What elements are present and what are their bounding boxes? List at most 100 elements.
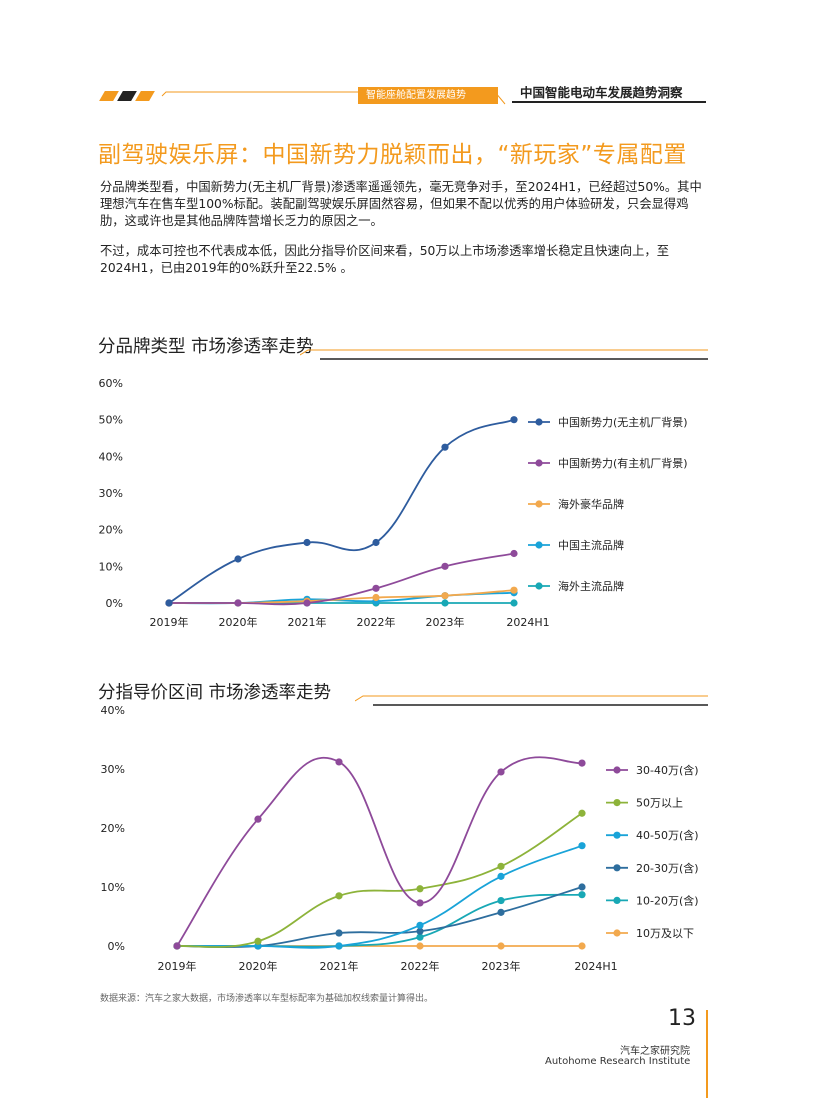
chart-title: 分指导价区间 市场渗透率走势 bbox=[98, 683, 332, 703]
data-point bbox=[578, 883, 586, 891]
legend-label: 海外主流品牌 bbox=[558, 579, 624, 593]
y-tick-label: 20% bbox=[101, 822, 125, 835]
data-point bbox=[372, 593, 380, 602]
data-point bbox=[416, 899, 424, 907]
body-paragraph: 分品牌类型看，中国新势力(无主机厂背景)渗透率遥遥领先，毫无竞争对手，至2024… bbox=[100, 180, 702, 228]
header-section-label: 智能座舱配置发展趋势 bbox=[358, 87, 498, 104]
header-stripe bbox=[99, 91, 119, 101]
data-point bbox=[578, 809, 586, 817]
x-tick-label: 2022年 bbox=[357, 615, 396, 629]
legend-label: 10万及以下 bbox=[636, 927, 694, 940]
body-paragraph: 不过，成本可控也不代表成本低，因此分指导价区间来看，50万以上市场渗透率增长稳定… bbox=[100, 244, 670, 275]
legend-label: 40-50万(含) bbox=[636, 828, 699, 842]
data-point bbox=[578, 759, 586, 767]
series-line bbox=[176, 756, 583, 947]
data-point bbox=[335, 942, 343, 950]
data-source-note: 数据来源：汽车之家大数据，市场渗透率以车型标配率为基础加权线索量计算得出。 bbox=[100, 994, 434, 1004]
legend-label: 50万以上 bbox=[636, 797, 683, 810]
y-tick-label: 40% bbox=[99, 450, 123, 463]
legend-marker bbox=[613, 799, 621, 807]
chart-title: 分品牌类型 市场渗透率走势 bbox=[98, 337, 314, 357]
data-point bbox=[578, 891, 586, 899]
x-tick-label: 2021年 bbox=[288, 615, 327, 629]
header-stripe bbox=[135, 91, 155, 101]
legend-marker bbox=[613, 831, 621, 839]
page-title: 副驾驶娱乐屏：中国新势力脱颖而出，“新玩家”专属配置 bbox=[98, 142, 687, 168]
legend-marker bbox=[535, 541, 543, 549]
series-line bbox=[169, 552, 515, 606]
data-point bbox=[510, 599, 518, 607]
legend-marker bbox=[613, 929, 621, 937]
institute-name-cn: 汽车之家研究院 bbox=[620, 1046, 690, 1057]
data-point bbox=[335, 892, 343, 900]
x-tick-label: 2023年 bbox=[482, 959, 521, 973]
legend-marker bbox=[613, 864, 621, 872]
series-line bbox=[168, 418, 515, 604]
data-point bbox=[510, 549, 518, 558]
legend-marker bbox=[535, 582, 543, 590]
x-tick-label: 2024H1 bbox=[574, 960, 617, 973]
x-tick-label: 2022年 bbox=[401, 959, 440, 973]
y-tick-label: 10% bbox=[101, 881, 125, 894]
chart-title-underline bbox=[355, 695, 708, 706]
y-tick-label: 50% bbox=[99, 414, 123, 427]
y-tick-label: 40% bbox=[101, 704, 125, 717]
data-point bbox=[416, 933, 424, 941]
data-point bbox=[510, 416, 518, 424]
data-point bbox=[372, 538, 380, 547]
x-tick-label: 2023年 bbox=[426, 615, 465, 629]
y-tick-label: 30% bbox=[99, 487, 123, 500]
data-point bbox=[416, 942, 424, 950]
data-point bbox=[335, 929, 343, 937]
legend-marker bbox=[535, 459, 543, 467]
header-underline bbox=[512, 101, 706, 103]
data-point bbox=[497, 768, 505, 776]
series-line bbox=[176, 812, 583, 948]
header-stripe bbox=[117, 91, 137, 101]
y-tick-label: 0% bbox=[106, 597, 123, 610]
legend-label: 30-40万(含) bbox=[636, 763, 699, 777]
y-tick-label: 20% bbox=[99, 524, 123, 537]
data-point bbox=[165, 599, 173, 607]
data-point bbox=[497, 896, 505, 905]
x-tick-label: 2020年 bbox=[239, 959, 278, 973]
legend-label: 中国新势力(无主机厂背景) bbox=[558, 415, 688, 429]
x-tick-label: 2019年 bbox=[158, 959, 197, 973]
y-tick-label: 30% bbox=[101, 763, 125, 776]
data-point bbox=[497, 908, 505, 916]
footer-accent-bar bbox=[706, 1010, 708, 1098]
data-point bbox=[416, 885, 424, 893]
legend-label: 20-30万(含) bbox=[636, 861, 699, 875]
page-number: 13 bbox=[668, 1006, 696, 1031]
header-outline bbox=[161, 91, 506, 105]
data-point bbox=[173, 942, 181, 950]
data-point bbox=[510, 586, 518, 594]
legend-marker bbox=[613, 896, 621, 904]
institute-name-en: Autohome Research Institute bbox=[545, 1056, 691, 1067]
x-tick-label: 2020年 bbox=[219, 615, 258, 629]
legend-marker bbox=[535, 500, 543, 508]
data-point bbox=[335, 758, 343, 766]
data-point bbox=[416, 921, 424, 929]
data-point bbox=[441, 599, 449, 607]
data-point bbox=[254, 815, 262, 823]
data-point bbox=[372, 584, 380, 592]
data-point bbox=[497, 942, 505, 950]
chart-title-underline bbox=[300, 349, 708, 360]
legend-marker bbox=[613, 766, 621, 774]
legend-label: 海外豪华品牌 bbox=[558, 497, 624, 511]
brand-type-line-chart: 0% 10% 20% 30% 40% 50% 60% 2019年 2020年 2021年 2022年… bbox=[99, 377, 688, 629]
x-tick-label: 2019年 bbox=[150, 615, 189, 629]
data-point bbox=[578, 842, 586, 850]
data-point bbox=[254, 937, 262, 945]
data-point bbox=[578, 942, 586, 950]
data-point bbox=[303, 538, 311, 547]
x-tick-label: 2024H1 bbox=[506, 616, 549, 629]
data-point bbox=[441, 592, 449, 600]
legend-label: 10-20万(含) bbox=[636, 893, 699, 907]
data-point bbox=[497, 862, 505, 870]
data-point bbox=[303, 599, 311, 607]
data-point bbox=[497, 872, 505, 880]
report-title: 中国智能电动车发展趋势洞察 bbox=[520, 85, 683, 100]
data-point bbox=[234, 555, 242, 563]
